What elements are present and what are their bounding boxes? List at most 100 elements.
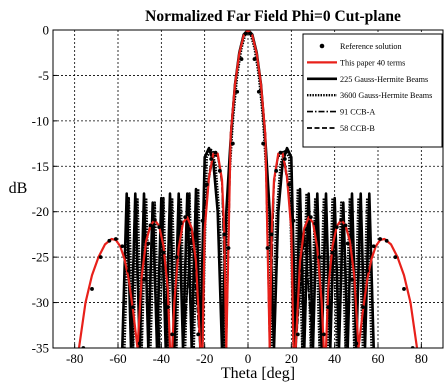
- series-lines: [77, 30, 419, 348]
- series-line-225-gauss-hermite-beams: [121, 30, 375, 348]
- reference-point: [313, 221, 318, 226]
- y-tick-label: -20: [32, 204, 49, 219]
- reference-point: [170, 332, 175, 337]
- reference-point: [317, 255, 322, 260]
- reference-point: [191, 268, 196, 273]
- x-tick-label: -80: [66, 351, 83, 366]
- reference-point: [365, 268, 370, 273]
- reference-point: [235, 89, 240, 94]
- reference-point: [148, 223, 153, 228]
- y-tick-label: -15: [32, 159, 49, 174]
- reference-point: [209, 157, 214, 161]
- axis-ticks: -80 -60 -40 -20 0 20 40 60 80 0 -5 -10 -15 -20 -25 -30 -…: [32, 23, 428, 367]
- legend: Reference solution This paper 40 terms 225…: [302, 33, 443, 148]
- reference-point: [274, 168, 279, 173]
- reference-point: [243, 31, 248, 36]
- chart-title: Normalized Far Field Phi=0 Cut-plane: [145, 8, 401, 25]
- legend-label-225-gauss-hermite-beams: 225 Gauss-Hermite Beams: [340, 75, 428, 84]
- reference-point: [261, 141, 266, 146]
- reference-point: [343, 223, 348, 228]
- reference-point: [269, 232, 274, 237]
- reference-point: [142, 277, 146, 282]
- series-line-this-paper-40-terms: [77, 30, 419, 348]
- x-tick-label: 80: [415, 351, 428, 366]
- reference-point: [187, 227, 192, 232]
- reference-point: [300, 268, 305, 273]
- reference-point: [174, 255, 179, 260]
- reference-point: [178, 221, 183, 226]
- legend-label-58-ccb-b: 58 CCB-B: [340, 124, 375, 133]
- reference-point: [326, 305, 331, 310]
- legend-label-reference-solution: Reference solution: [340, 42, 402, 51]
- x-tick-label: 0: [245, 351, 252, 366]
- plot-area: [77, 30, 419, 348]
- reference-point: [371, 244, 376, 249]
- reference-point: [213, 150, 218, 155]
- reference-point: [291, 218, 296, 223]
- reference-point: [161, 250, 166, 255]
- y-axis-label: dB: [9, 180, 28, 197]
- reference-point: [222, 232, 227, 237]
- reference-point: [90, 287, 94, 291]
- reference-point: [226, 246, 231, 250]
- y-tick-label: -5: [38, 68, 49, 83]
- reference-point: [248, 31, 253, 36]
- x-tick-label: -60: [109, 351, 126, 366]
- reference-point: [146, 241, 151, 246]
- legend-label-3600-gauss-hermite-beams: 3600 Gauss-Hermite Beams: [340, 91, 432, 100]
- y-tick-label: -10: [32, 113, 49, 128]
- reference-point: [152, 217, 157, 222]
- reference-point: [137, 341, 142, 346]
- y-tick-label: 0: [43, 23, 50, 38]
- reference-point: [321, 332, 326, 337]
- reference-point: [165, 305, 170, 310]
- reference-point: [384, 238, 389, 243]
- reference-point: [265, 246, 270, 250]
- legend-swatch-reference-solution: [319, 43, 325, 49]
- x-tick-label: 20: [285, 351, 298, 366]
- reference-point: [183, 215, 188, 220]
- reference-point: [256, 89, 261, 94]
- reference-point: [330, 250, 335, 255]
- reference-point: [230, 141, 235, 146]
- x-axis-label: Theta [deg]: [221, 365, 295, 382]
- reference-point: [252, 57, 257, 61]
- reference-point: [107, 238, 112, 243]
- x-tick-label: 60: [372, 351, 385, 366]
- reference-point: [304, 227, 309, 232]
- reference-point: [402, 287, 406, 291]
- y-tick-label: -35: [32, 341, 49, 356]
- reference-point: [278, 150, 283, 155]
- reference-point: [157, 225, 162, 230]
- reference-point: [98, 255, 103, 260]
- reference-point: [360, 305, 365, 310]
- reference-point: [113, 237, 118, 241]
- reference-point: [217, 168, 222, 173]
- reference-point: [239, 57, 244, 61]
- reference-point: [196, 332, 201, 337]
- x-tick-label: 40: [328, 351, 341, 366]
- legend-label-91-ccb-a: 91 CCB-A: [340, 108, 375, 117]
- reference-point: [131, 305, 136, 310]
- reference-point: [378, 237, 383, 241]
- reference-point: [126, 268, 131, 273]
- legend-box: [302, 33, 443, 148]
- y-tick-label: -30: [32, 295, 49, 310]
- reference-point: [287, 182, 292, 187]
- reference-point: [345, 241, 350, 246]
- reference-point: [282, 157, 287, 161]
- x-tick-label: -40: [153, 351, 170, 366]
- reference-point: [354, 341, 359, 346]
- reference-point: [200, 218, 205, 223]
- reference-point: [308, 215, 313, 220]
- y-tick-label: -25: [32, 250, 49, 265]
- reference-point: [339, 217, 344, 222]
- reference-point: [393, 255, 398, 260]
- reference-point: [295, 332, 300, 337]
- reference-point: [334, 225, 339, 230]
- reference-point: [120, 244, 125, 249]
- reference-point: [204, 182, 209, 187]
- x-tick-label: -20: [196, 351, 213, 366]
- reference-point: [350, 277, 354, 282]
